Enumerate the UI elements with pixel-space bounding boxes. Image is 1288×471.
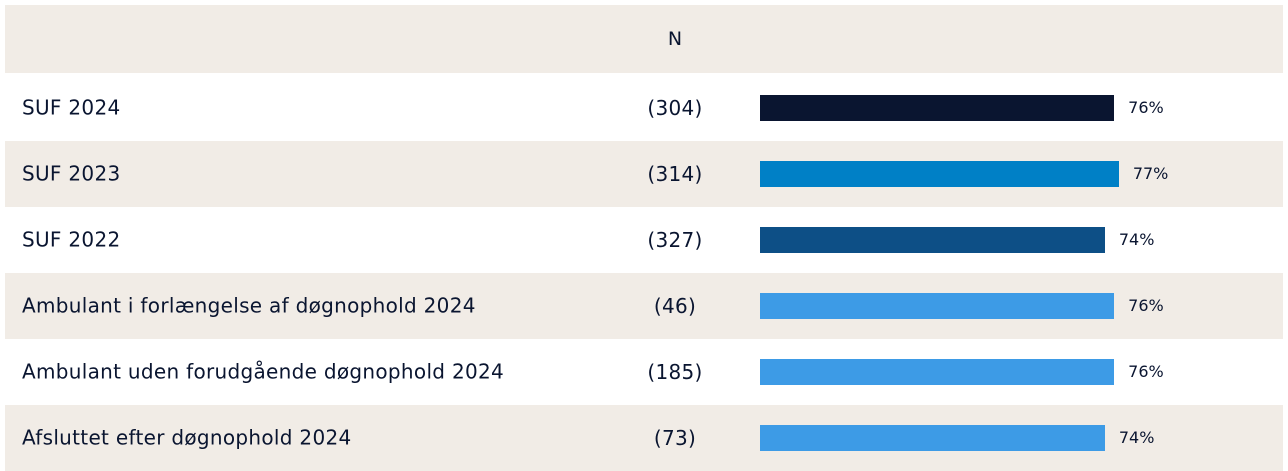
category-label: Ambulant i forlængelse af døgnophold 202… bbox=[22, 293, 476, 318]
n-value: (327) bbox=[647, 228, 703, 252]
n-value: (314) bbox=[647, 162, 703, 186]
category-label: SUF 2022 bbox=[22, 227, 121, 252]
value-label: 74% bbox=[1118, 230, 1155, 249]
bar bbox=[760, 161, 1119, 187]
n-value: (73) bbox=[653, 426, 697, 450]
category-label: Ambulant uden forudgående døgnophold 202… bbox=[22, 359, 505, 384]
value-label: 76% bbox=[1128, 362, 1164, 381]
row: SUF 2024 (304) 76% bbox=[5, 75, 1283, 141]
value-label: 77% bbox=[1132, 164, 1169, 183]
value-label: 76% bbox=[1128, 98, 1164, 117]
n-value: (304) bbox=[647, 96, 703, 120]
chart: N SUF 2024 (304) 76% SUF 2023 (314) 77% SUF 20… bbox=[5, 5, 1283, 471]
n-value: (46) bbox=[653, 294, 697, 318]
bar bbox=[760, 95, 1115, 121]
value-label: 76% bbox=[1128, 296, 1164, 315]
row: Ambulant i forlængelse af døgnophold 202… bbox=[5, 273, 1283, 339]
category-label: Afsluttet efter døgnophold 2024 bbox=[22, 425, 352, 450]
value-label: 74% bbox=[1118, 428, 1155, 447]
row: SUF 2023 (314) 77% bbox=[5, 141, 1283, 207]
row: SUF 2022 (327) 74% bbox=[5, 207, 1283, 273]
category-label: SUF 2023 bbox=[22, 161, 121, 186]
category-label: SUF 2024 bbox=[22, 95, 121, 120]
bar bbox=[760, 227, 1105, 253]
bar bbox=[760, 359, 1115, 385]
bar bbox=[760, 293, 1115, 319]
row: Afsluttet efter døgnophold 2024 (73) 74% bbox=[5, 405, 1283, 471]
n-header: N bbox=[667, 28, 683, 50]
row: Ambulant uden forudgående døgnophold 202… bbox=[5, 339, 1283, 405]
header-row: N bbox=[5, 5, 1283, 73]
bar bbox=[760, 425, 1105, 451]
n-value: (185) bbox=[647, 360, 703, 384]
